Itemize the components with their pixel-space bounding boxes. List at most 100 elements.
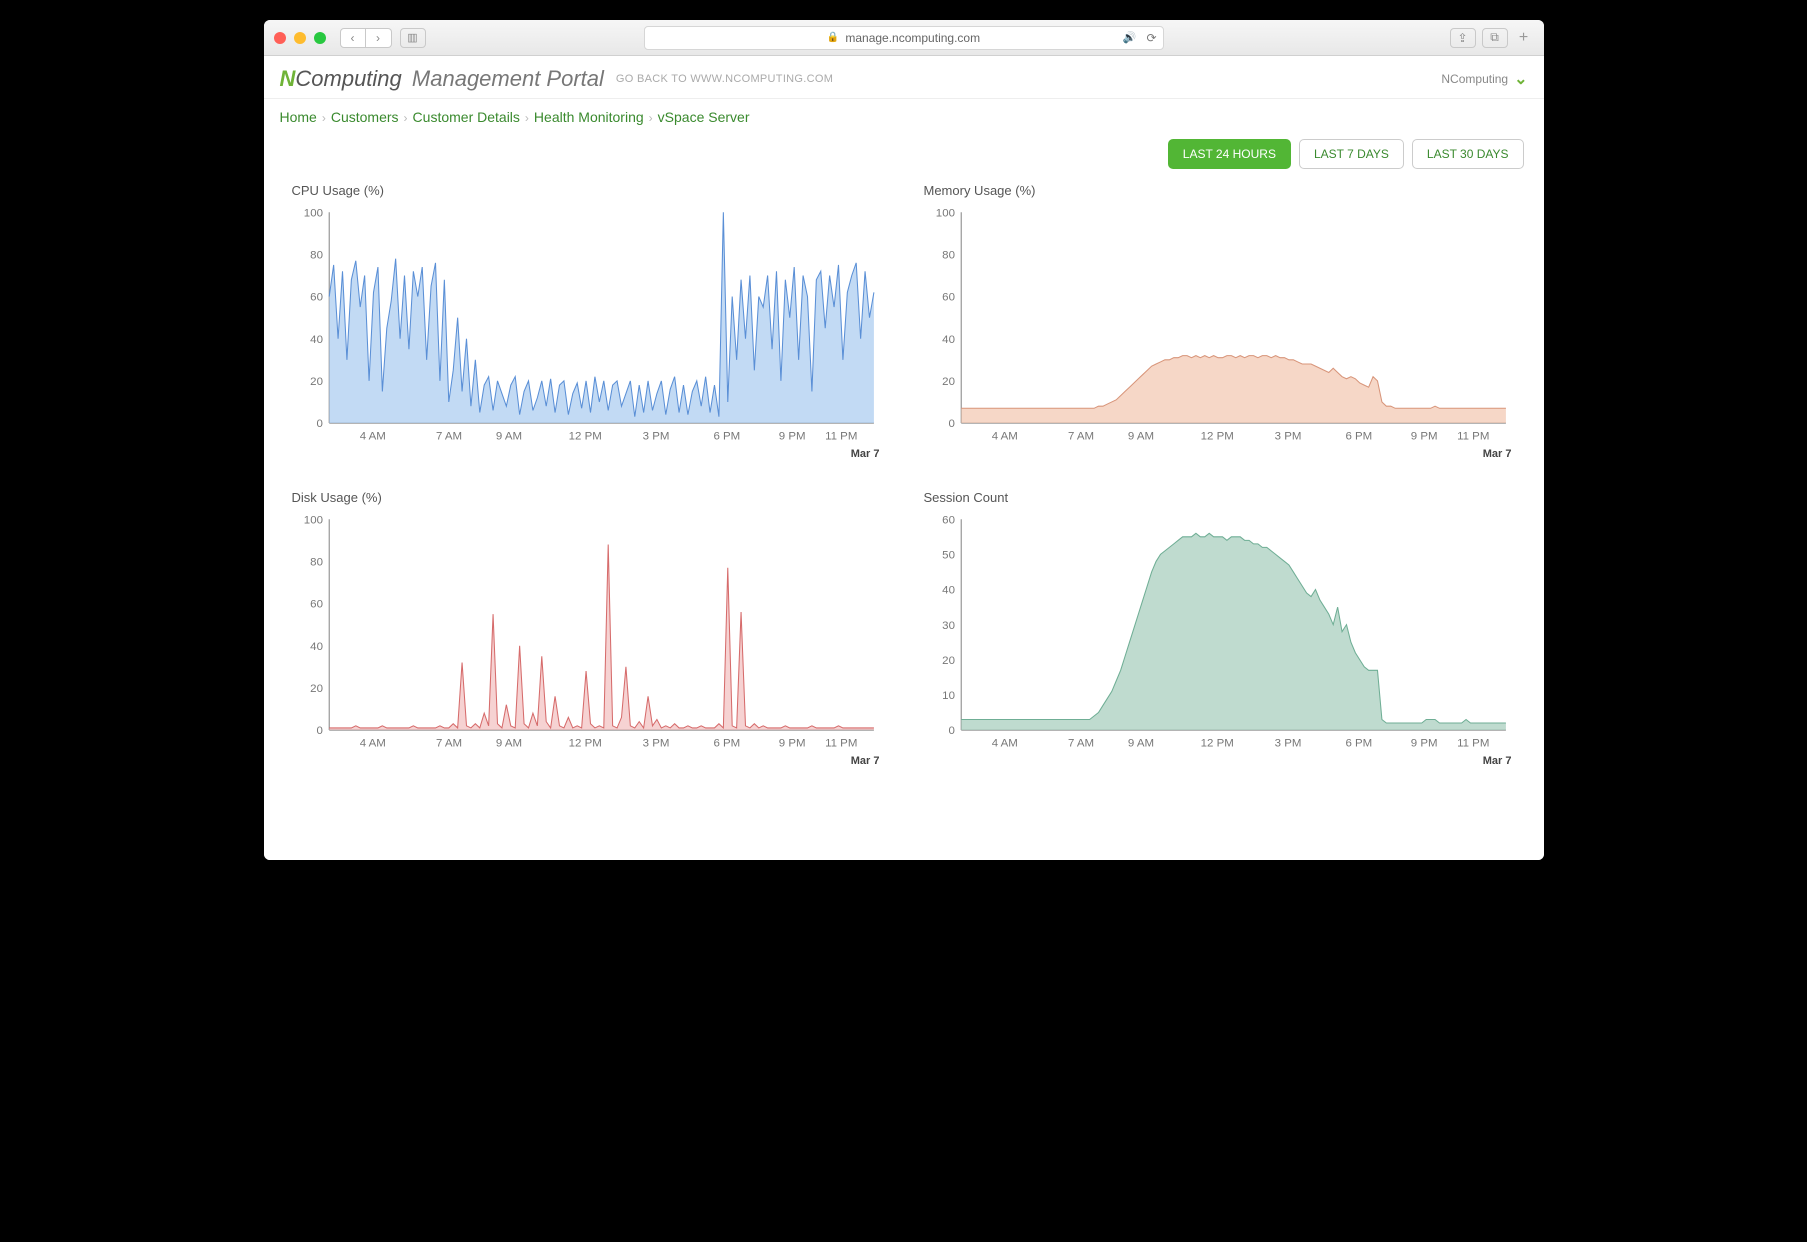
reload-icon[interactable]: ⟳ <box>1146 31 1156 45</box>
breadcrumb-link[interactable]: Home <box>280 109 317 125</box>
svg-text:0: 0 <box>316 418 322 430</box>
svg-text:6 PM: 6 PM <box>713 738 740 750</box>
chart-grid: CPU Usage (%) 0204060801004 AM7 AM9 AM12… <box>264 183 1544 791</box>
svg-text:9 AM: 9 AM <box>495 431 521 443</box>
breadcrumb-separator: › <box>649 111 653 125</box>
minimize-window-icon[interactable] <box>294 32 306 44</box>
svg-text:7 AM: 7 AM <box>1067 431 1093 443</box>
user-menu[interactable]: NComputing ⌄ <box>1441 69 1527 89</box>
svg-text:3 PM: 3 PM <box>642 738 669 750</box>
svg-text:3 PM: 3 PM <box>1274 738 1301 750</box>
svg-text:11 PM: 11 PM <box>1457 738 1489 750</box>
breadcrumb: Home › Customers › Customer Details › Health M… <box>264 99 1544 135</box>
chart-title: Session Count <box>924 490 1516 505</box>
breadcrumb-separator: › <box>322 111 326 125</box>
forward-button[interactable]: › <box>366 28 392 48</box>
new-tab-button[interactable]: + <box>1514 28 1534 48</box>
svg-text:4 AM: 4 AM <box>359 738 385 750</box>
svg-text:12 PM: 12 PM <box>1200 738 1233 750</box>
svg-text:100: 100 <box>303 514 322 526</box>
svg-text:9 PM: 9 PM <box>778 738 805 750</box>
breadcrumb-link[interactable]: Health Monitoring <box>534 109 644 125</box>
address-bar[interactable]: 🔒 manage.ncomputing.com 🔊 ⟳ <box>644 26 1164 50</box>
svg-text:100: 100 <box>303 207 322 219</box>
svg-text:3 PM: 3 PM <box>642 431 669 443</box>
sessions-plot[interactable]: 0 10 20 30 40 50 60 4 AM 7 AM 9 AM 12 PM 3 PM 6 PM 9 … <box>924 513 1516 753</box>
url-text: manage.ncomputing.com <box>845 31 980 45</box>
svg-text:40: 40 <box>942 334 955 346</box>
svg-text:40: 40 <box>310 641 323 653</box>
sessions-chart: Session Count 0 10 20 30 40 50 60 4 AM 7 AM 9 AM 1… <box>924 490 1516 767</box>
svg-text:40: 40 <box>310 334 323 346</box>
svg-text:9 PM: 9 PM <box>778 431 805 443</box>
chevron-down-icon: ⌄ <box>1514 69 1527 89</box>
svg-text:12 PM: 12 PM <box>568 738 601 750</box>
browser-window: ‹ › ▥ ◐ 🔒 manage.ncomputing.com 🔊 ⟳ ⇪ ⧉ … <box>264 20 1544 860</box>
svg-text:3 PM: 3 PM <box>1274 431 1301 443</box>
nav-buttons: ‹ › <box>340 28 392 48</box>
svg-text:4 AM: 4 AM <box>359 431 385 443</box>
svg-text:0: 0 <box>316 725 322 737</box>
tabs-button[interactable]: ⧉ <box>1482 28 1508 48</box>
svg-text:7 AM: 7 AM <box>1067 738 1093 750</box>
sidebar-toggle-button[interactable]: ▥ <box>400 28 426 48</box>
svg-text:6 PM: 6 PM <box>713 431 740 443</box>
time-range-button[interactable]: LAST 30 DAYS <box>1412 139 1524 169</box>
svg-text:30: 30 <box>942 620 955 632</box>
svg-text:9 AM: 9 AM <box>1127 431 1153 443</box>
svg-text:100: 100 <box>935 207 954 219</box>
svg-text:80: 80 <box>310 557 323 569</box>
back-button[interactable]: ‹ <box>340 28 366 48</box>
svg-text:50: 50 <box>942 550 955 562</box>
svg-text:9 PM: 9 PM <box>1410 738 1437 750</box>
disk-chart: Disk Usage (%) 0204060801004 AM7 AM9 AM1… <box>292 490 884 767</box>
page-content: NComputing Management Portal GO BACK TO … <box>264 56 1544 860</box>
time-range-button[interactable]: LAST 24 HOURS <box>1168 139 1291 169</box>
date-label: Mar 7 <box>924 448 1516 460</box>
breadcrumb-link[interactable]: Customer Details <box>413 109 520 125</box>
svg-text:12 PM: 12 PM <box>568 431 601 443</box>
browser-titlebar: ‹ › ▥ ◐ 🔒 manage.ncomputing.com 🔊 ⟳ ⇪ ⧉ … <box>264 20 1544 56</box>
svg-text:0: 0 <box>948 725 954 737</box>
svg-text:6 PM: 6 PM <box>1345 738 1372 750</box>
svg-text:9 PM: 9 PM <box>1410 431 1437 443</box>
svg-text:20: 20 <box>942 655 955 667</box>
cpu-plot[interactable]: 0204060801004 AM7 AM9 AM12 PM3 PM6 PM9 P… <box>292 206 884 446</box>
traffic-lights <box>274 32 326 44</box>
goback-link[interactable]: GO BACK TO WWW.NCOMPUTING.COM <box>616 73 833 85</box>
date-label: Mar 7 <box>924 755 1516 767</box>
svg-text:20: 20 <box>310 376 323 388</box>
svg-text:11 PM: 11 PM <box>1457 431 1489 443</box>
breadcrumb-link[interactable]: vSpace Server <box>658 109 750 125</box>
svg-text:7 AM: 7 AM <box>435 738 461 750</box>
svg-text:20: 20 <box>310 683 323 695</box>
svg-text:10: 10 <box>942 690 955 702</box>
disk-plot[interactable]: 0204060801004 AM7 AM9 AM12 PM3 PM6 PM9 P… <box>292 513 884 753</box>
time-range-button[interactable]: LAST 7 DAYS <box>1299 139 1404 169</box>
close-window-icon[interactable] <box>274 32 286 44</box>
memory-plot[interactable]: 0204060801004 AM7 AM9 AM12 PM3 PM6 PM9 P… <box>924 206 1516 446</box>
audio-icon[interactable]: 🔊 <box>1123 31 1137 44</box>
chart-title: Memory Usage (%) <box>924 183 1516 198</box>
date-label: Mar 7 <box>292 448 884 460</box>
svg-text:60: 60 <box>942 514 955 526</box>
svg-text:11 PM: 11 PM <box>825 738 857 750</box>
time-range-bar: LAST 24 HOURS LAST 7 DAYS LAST 30 DAYS <box>264 135 1544 183</box>
zoom-window-icon[interactable] <box>314 32 326 44</box>
chart-title: CPU Usage (%) <box>292 183 884 198</box>
svg-text:80: 80 <box>942 250 955 262</box>
memory-chart: Memory Usage (%) 0204060801004 AM7 AM9 A… <box>924 183 1516 460</box>
chart-title: Disk Usage (%) <box>292 490 884 505</box>
user-label: NComputing <box>1441 72 1508 86</box>
breadcrumb-link[interactable]: Customers <box>331 109 399 125</box>
date-label: Mar 7 <box>292 755 884 767</box>
cpu-chart: CPU Usage (%) 0204060801004 AM7 AM9 AM12… <box>292 183 884 460</box>
svg-text:40: 40 <box>942 585 955 597</box>
breadcrumb-separator: › <box>404 111 408 125</box>
svg-text:12 PM: 12 PM <box>1200 431 1233 443</box>
brand-logo[interactable]: NComputing Management Portal <box>280 66 604 92</box>
svg-text:9 AM: 9 AM <box>1127 738 1153 750</box>
svg-text:4 AM: 4 AM <box>991 738 1017 750</box>
svg-text:9 AM: 9 AM <box>495 738 521 750</box>
share-button[interactable]: ⇪ <box>1450 28 1476 48</box>
